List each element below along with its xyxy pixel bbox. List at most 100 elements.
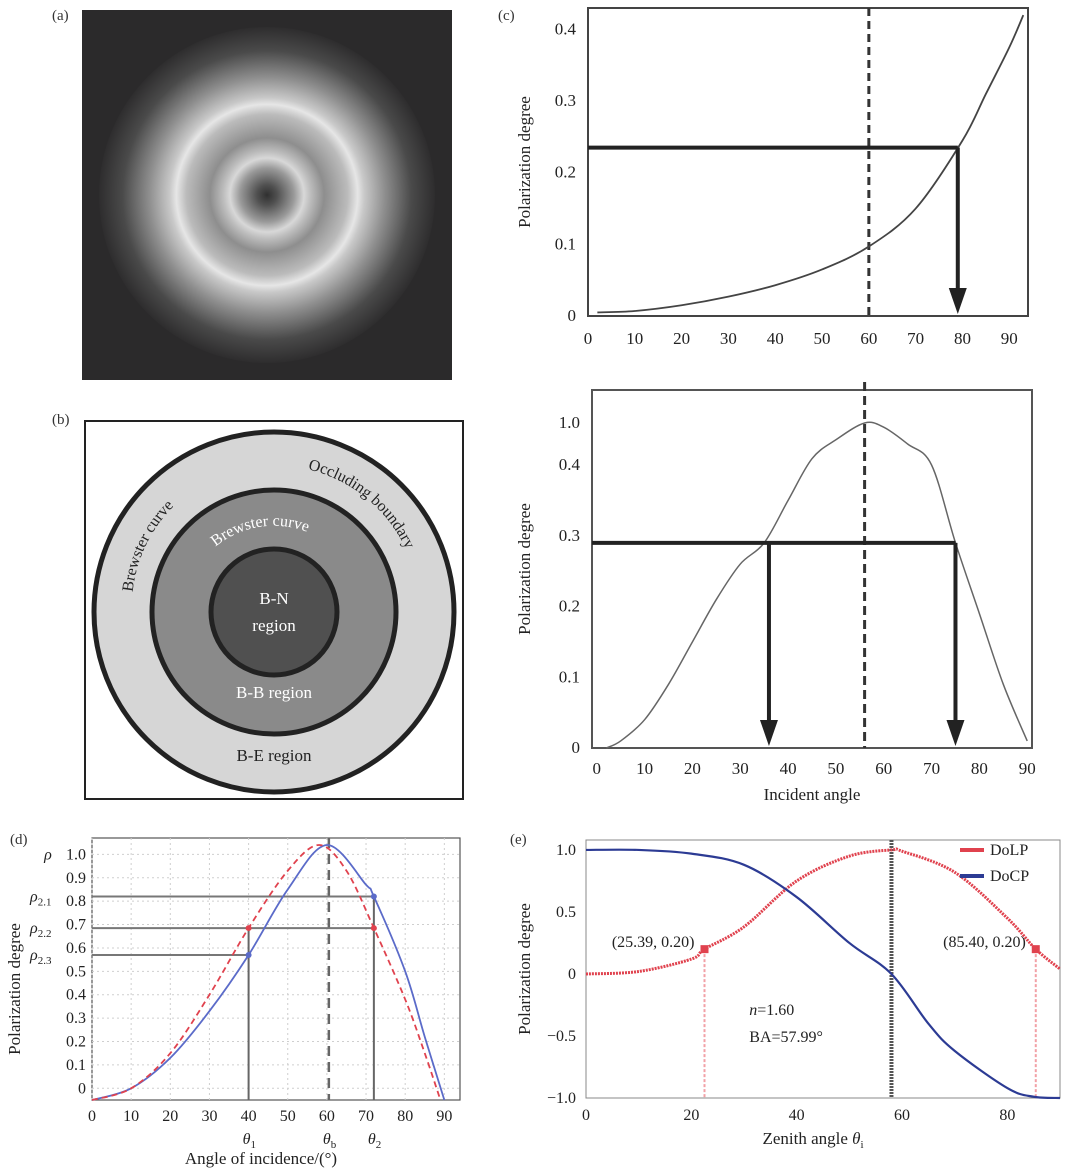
y-tick-label: 0.4 — [66, 987, 86, 1004]
x-tick-label: 20 — [683, 1107, 699, 1124]
plot-frame — [591, 389, 1033, 749]
x-tick-label: 0 — [582, 1107, 590, 1124]
y-axis-label: Polarization degree — [5, 923, 24, 1055]
x-tick-label: 90 — [436, 1108, 452, 1125]
x-tick-label: 0 — [584, 329, 593, 348]
x-tick-label: 40 — [780, 759, 797, 778]
series-line-dolp — [585, 847, 1061, 976]
panel-b-region-diagram: Brewster curve Occluding boundary Brewst… — [84, 420, 464, 800]
legend-label-dolp: DoLP — [990, 842, 1028, 859]
y-tick-label: 0.3 — [66, 1010, 86, 1027]
y-tick-label: −0.5 — [547, 1028, 576, 1045]
legend-label-docp: DoCP — [990, 868, 1029, 885]
x-tick-label: 90 — [1001, 329, 1018, 348]
y-tick-label: 0.3 — [555, 91, 576, 110]
x-tick-label: 80 — [397, 1108, 413, 1125]
marker-label: (85.40, 0.20) — [943, 934, 1026, 951]
x-tick-label: 40 — [767, 329, 784, 348]
y-tick-label: 0.6 — [66, 940, 86, 957]
y-tick-label: 0.3 — [559, 526, 580, 545]
y-tick-label: 0.9 — [66, 870, 86, 887]
y-tick-label: 0.7 — [66, 917, 86, 934]
plot-frame — [587, 7, 1029, 317]
chart-c-top: 0 10 20 30 40 50 60 70 80 90 0 0.1 0.2 0.3 0.4 Polariza… — [500, 0, 1040, 360]
inner-brewster-circle — [208, 546, 340, 678]
series-line — [597, 14, 1025, 314]
panel-label-c: (c) — [498, 8, 515, 24]
y-tick-label: 0 — [568, 306, 577, 325]
y-tick-label: 0.2 — [555, 163, 576, 182]
bb-region-label: B-B region — [236, 683, 313, 702]
x-tick-label: 90 — [1019, 759, 1036, 778]
x-tick-label: 20 — [162, 1108, 178, 1125]
y-tick-label: 0.1 — [559, 667, 580, 686]
panel-label-e: (e) — [510, 832, 527, 848]
x-tick-label: 10 — [636, 759, 653, 778]
bn-region-label-line2: region — [252, 616, 296, 635]
x-tick-label: 60 — [319, 1108, 335, 1125]
bn-region-label-line1: B-N — [259, 589, 288, 608]
arrow-down-head — [948, 288, 967, 314]
x-tick-label: 80 — [999, 1107, 1015, 1124]
y-tick-label: 0.4 — [555, 19, 577, 38]
x-tick-label: 10 — [123, 1108, 139, 1125]
plot-frame — [585, 839, 1061, 1099]
chart-c-bottom: 0 10 20 30 40 50 60 70 80 90 0 0.1 0.2 0.3 0.4 1.0 Incid… — [500, 380, 1040, 810]
x-tick-label: 60 — [894, 1107, 910, 1124]
theta-label: θb — [323, 1131, 337, 1151]
rho-label: ρ2.1 — [29, 888, 51, 908]
panel-label-b: (b) — [52, 412, 70, 428]
rho-label: ρ2.2 — [29, 920, 51, 940]
annotation-n: n=1.60 — [749, 1002, 794, 1019]
x-tick-label: 80 — [971, 759, 988, 778]
intersection-point — [245, 951, 252, 958]
arrow-down-head — [759, 720, 778, 746]
marker-label: (25.39, 0.20) — [612, 934, 695, 951]
x-axis-label: Zenith angle θi — [762, 1129, 863, 1151]
x-tick-label: 70 — [907, 329, 924, 348]
y-tick-label: 1.0 — [66, 846, 86, 863]
x-tick-label: 30 — [720, 329, 737, 348]
intersection-point — [370, 925, 377, 932]
chart-d: 0 10 20 30 40 50 60 70 80 90 0 0.1 0.2 0.3 0.4 0.5 0.6 0.… — [0, 820, 480, 1169]
x-tick-label: 40 — [789, 1107, 805, 1124]
rho-label: ρ2.3 — [29, 947, 52, 967]
y-tick-label: 0.4 — [559, 455, 581, 474]
y-tick-label: 0.1 — [66, 1057, 86, 1074]
y-tick-label: 1.0 — [556, 842, 576, 859]
be-region-label: B-E region — [236, 746, 312, 765]
rho-axis-symbol: ρ — [43, 846, 52, 863]
y-tick-label: 0 — [568, 966, 576, 983]
x-tick-label: 60 — [860, 329, 877, 348]
y-tick-label: 0.2 — [66, 1034, 86, 1051]
ring-pattern — [99, 27, 435, 363]
theta-label: θ2 — [368, 1131, 381, 1151]
series-line-docp — [585, 848, 1061, 1100]
x-tick-label: 30 — [732, 759, 749, 778]
y-tick-label: 0.2 — [559, 597, 580, 616]
theta-label: θ1 — [243, 1131, 256, 1151]
panel-label-a: (a) — [52, 8, 69, 24]
x-tick-label: 80 — [954, 329, 971, 348]
x-axis-label: Incident angle — [764, 785, 861, 804]
y-tick-label: 0.5 — [66, 963, 86, 980]
panel-a-ring-image — [82, 10, 452, 380]
x-tick-label: 0 — [88, 1108, 96, 1125]
x-tick-label: 0 — [593, 759, 602, 778]
x-axis-label: Angle of incidence/(°) — [185, 1149, 337, 1168]
chart-e: 0 20 40 60 80 −1.0 −0.5 0 0.5 1.0 Zenith angle θi P… — [500, 820, 1075, 1169]
intersection-point — [245, 925, 252, 932]
x-tick-label: 20 — [684, 759, 701, 778]
y-axis-label: Polarization degree — [515, 96, 534, 228]
y-tick-label: 0 — [78, 1080, 86, 1097]
y-axis-label: Polarization degree — [515, 503, 534, 635]
x-tick-label: 50 — [814, 329, 831, 348]
intersection-point — [370, 893, 377, 900]
arrow-down-head — [946, 720, 965, 746]
x-tick-label: 60 — [875, 759, 892, 778]
series-line-dashed — [91, 844, 442, 1101]
x-tick-label: 40 — [241, 1108, 257, 1125]
x-tick-label: 50 — [827, 759, 844, 778]
series-line — [606, 421, 1028, 749]
y-tick-label: 0 — [572, 738, 581, 757]
